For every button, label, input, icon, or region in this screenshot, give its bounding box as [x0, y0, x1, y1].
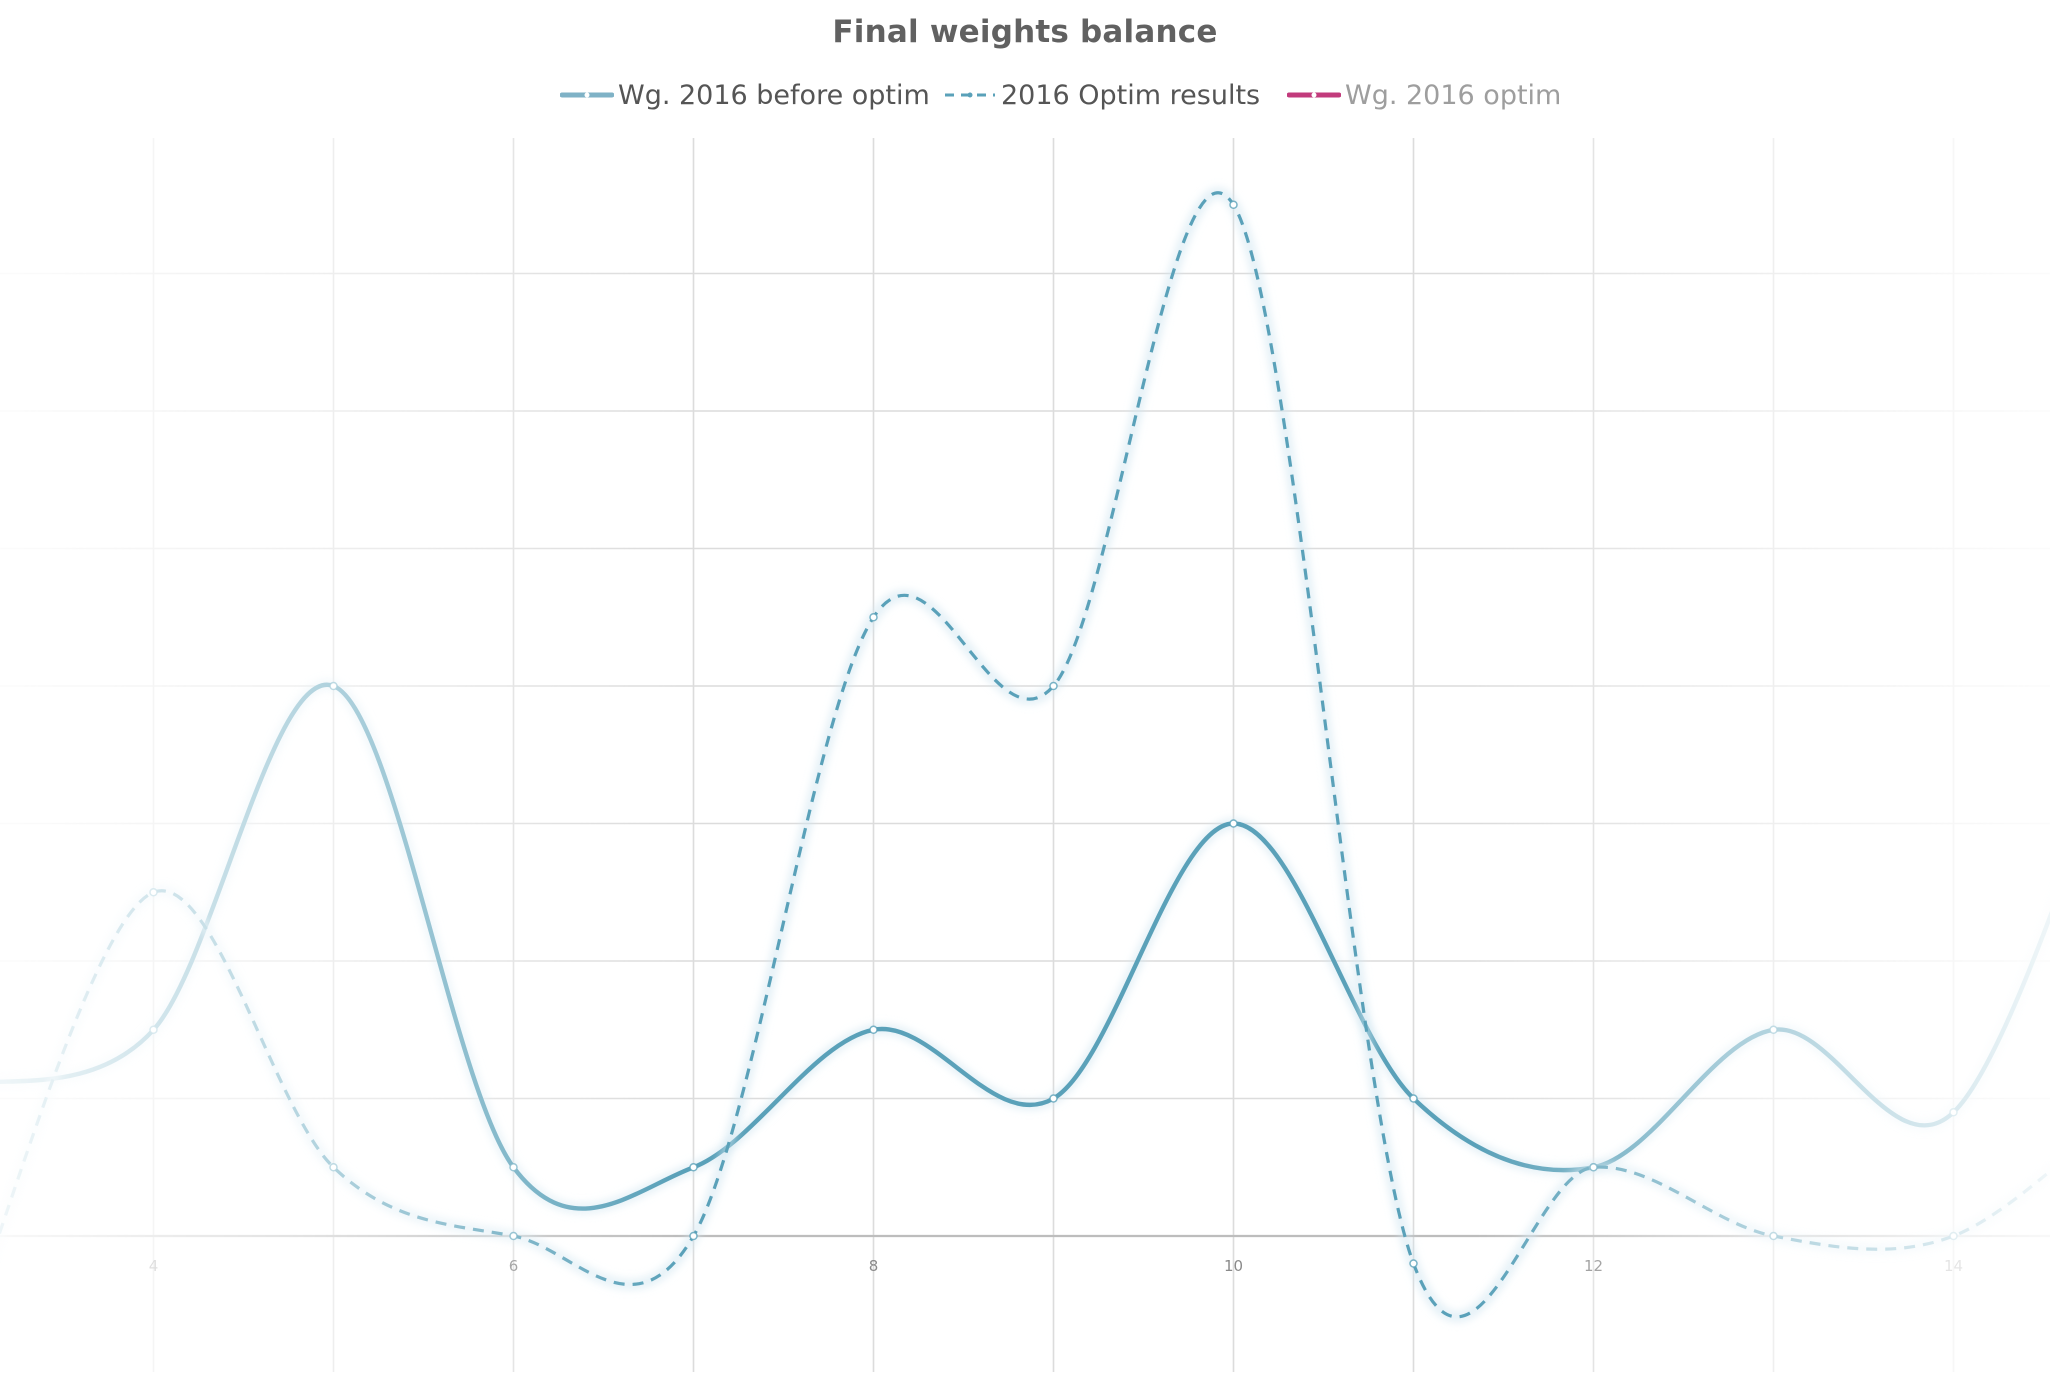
x-tick-label: 4 [149, 1257, 159, 1275]
data-point[interactable] [1589, 1163, 1598, 1172]
data-point[interactable] [1229, 819, 1238, 828]
data-point[interactable] [689, 1163, 698, 1172]
data-point[interactable] [329, 1163, 338, 1172]
data-point[interactable] [869, 613, 878, 622]
legend-swatch-magenta-line-icon [1287, 92, 1341, 98]
legend-item-before-optim[interactable]: Wg. 2016 before optim [560, 74, 930, 116]
data-point[interactable] [1049, 1094, 1058, 1103]
data-point[interactable] [1769, 1231, 1778, 1241]
series-line-dashed[interactable] [0, 191, 2050, 1319]
series-1 [0, 187, 2050, 1323]
data-point[interactable] [149, 1025, 158, 1034]
x-tick-label: 8 [869, 1257, 879, 1275]
chart-title: Final weights balance [832, 14, 1218, 50]
x-tick-label: 14 [1944, 1257, 1963, 1275]
x-tick-label: 10 [1224, 1257, 1243, 1275]
data-point[interactable] [1049, 681, 1058, 691]
data-point[interactable] [509, 1231, 518, 1241]
legend-label: Wg. 2016 before optim [618, 79, 930, 111]
data-point[interactable] [1409, 1094, 1418, 1103]
data-point[interactable] [1769, 1025, 1778, 1034]
legend-item-optim-results[interactable]: 2016 Optim results [943, 74, 1260, 116]
data-point[interactable] [1949, 1108, 1958, 1117]
data-point[interactable] [509, 1163, 518, 1172]
legend-swatch-dashed-line-icon [945, 92, 995, 98]
legend: Wg. 2016 before optim 2016 Optim results… [0, 74, 2050, 116]
data-point[interactable] [329, 681, 338, 691]
series-0 [0, 679, 2050, 1215]
data-point[interactable] [689, 1231, 698, 1241]
legend-label: 2016 Optim results [1001, 79, 1261, 111]
x-tick-label: 12 [1584, 1257, 1603, 1275]
legend-label: Wg. 2016 optim [1345, 79, 1562, 111]
data-point[interactable] [1229, 200, 1238, 209]
legend-item-optim[interactable]: Wg. 2016 optim [1287, 74, 1561, 116]
x-tick-label: 6 [509, 1257, 519, 1275]
data-point[interactable] [869, 1025, 878, 1034]
legend-swatch-solid-line-icon [560, 92, 614, 98]
data-point[interactable] [1949, 1231, 1958, 1241]
plot-area: 4 6 8 10 12 14 [0, 138, 2050, 1372]
series-line-glow [0, 187, 2050, 1323]
data-point[interactable] [149, 888, 158, 897]
data-point[interactable] [1409, 1259, 1418, 1268]
